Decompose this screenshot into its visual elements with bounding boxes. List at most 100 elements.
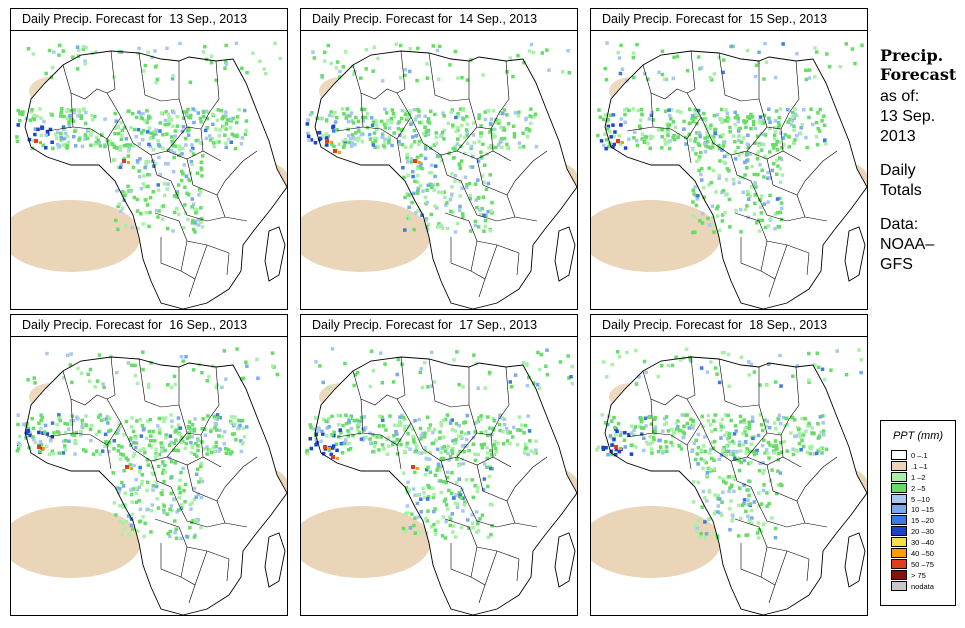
precip-cell xyxy=(502,108,507,112)
precip-cell xyxy=(719,424,724,429)
precip-cell xyxy=(743,160,747,165)
precip-cell xyxy=(403,449,407,454)
precip-cell xyxy=(337,142,341,146)
precip-cell xyxy=(448,421,453,425)
precip-cell xyxy=(380,443,385,447)
precip-cell xyxy=(405,192,409,196)
precip-cell xyxy=(732,456,737,461)
precip-cell xyxy=(438,134,443,138)
precip-cell xyxy=(493,439,497,444)
precip-cell xyxy=(791,115,795,120)
precip-cell xyxy=(442,444,446,449)
precip-cell xyxy=(522,61,526,65)
precip-cell xyxy=(326,43,331,48)
precip-cell xyxy=(720,213,725,217)
precip-cell xyxy=(792,124,796,128)
precip-cell xyxy=(726,413,730,418)
precip-cell xyxy=(183,500,187,504)
legend-item: 2 –5 xyxy=(881,482,955,494)
precip-cell xyxy=(170,424,174,429)
precip-cell xyxy=(228,125,233,130)
precip-cell xyxy=(473,452,477,456)
precip-cell xyxy=(712,458,716,462)
precip-cell xyxy=(455,505,460,510)
precip-cell xyxy=(275,372,280,377)
precip-cell xyxy=(717,176,721,181)
precip-cell xyxy=(62,136,67,141)
precip-cell xyxy=(450,491,454,495)
precip-cell xyxy=(693,185,697,189)
precip-cell xyxy=(643,135,648,139)
precip-cell xyxy=(408,47,412,51)
precip-cell xyxy=(479,134,483,139)
precip-cell xyxy=(474,198,478,202)
country-border xyxy=(746,150,802,162)
precip-cell xyxy=(17,434,22,439)
precip-cell xyxy=(218,428,222,433)
precip-cell xyxy=(161,448,166,453)
precip-cell xyxy=(691,200,695,204)
precip-cell xyxy=(241,376,246,381)
precip-cell xyxy=(723,413,728,417)
precip-cell xyxy=(442,480,446,484)
precip-cell xyxy=(455,350,459,354)
precip-cell xyxy=(450,448,454,453)
precip-cell xyxy=(146,419,150,423)
precip-cell xyxy=(224,127,228,131)
precip-cell xyxy=(528,439,532,443)
precip-cell xyxy=(131,165,136,170)
precip-cell xyxy=(383,362,387,366)
precip-cell xyxy=(146,463,150,467)
country-border xyxy=(468,198,516,222)
precip-cell xyxy=(397,419,402,424)
precip-cell xyxy=(497,143,501,147)
precip-cell xyxy=(124,519,129,524)
precip-cell xyxy=(488,130,492,134)
precip-cell xyxy=(324,132,328,136)
precip-cell xyxy=(87,379,92,383)
legend-item: 30 –40 xyxy=(881,537,955,548)
precip-cell xyxy=(610,419,614,424)
precip-cell xyxy=(471,436,476,440)
precip-cell xyxy=(138,465,142,470)
precip-cell xyxy=(72,433,76,437)
precip-cell xyxy=(389,120,394,125)
precip-cell xyxy=(244,360,248,364)
precip-cell xyxy=(58,418,62,423)
precip-cell xyxy=(118,165,123,170)
precip-cell xyxy=(105,417,109,421)
precip-cell xyxy=(169,459,174,464)
precip-cell xyxy=(178,478,182,482)
precip-cell xyxy=(602,360,606,364)
legend-swatch xyxy=(891,569,907,580)
precip-cell xyxy=(371,433,375,437)
precip-cell xyxy=(807,421,811,426)
precip-cell xyxy=(425,415,430,419)
precip-cell xyxy=(27,137,32,142)
precip-cell xyxy=(767,107,771,111)
precip-cell xyxy=(733,122,737,127)
precip-cell xyxy=(345,114,349,118)
precip-cell xyxy=(744,125,748,130)
precip-cell xyxy=(778,471,783,475)
precip-cell xyxy=(90,423,94,428)
precip-cell xyxy=(704,532,709,536)
precip-cell xyxy=(809,446,813,451)
precip-cell xyxy=(451,156,456,160)
precip-cell xyxy=(663,417,667,421)
precip-cell xyxy=(333,120,338,124)
precip-map xyxy=(590,30,868,310)
precip-cell xyxy=(309,425,313,430)
precip-cell xyxy=(308,113,313,117)
precip-cell xyxy=(324,136,329,140)
precip-cell xyxy=(703,141,707,146)
precip-cell xyxy=(431,430,435,435)
precip-cell xyxy=(196,223,201,227)
precip-cell xyxy=(691,148,695,152)
country-border xyxy=(450,237,478,272)
precip-cell xyxy=(195,207,199,212)
precip-cell xyxy=(476,225,481,229)
precip-cell xyxy=(623,120,627,124)
precip-cell xyxy=(694,457,698,462)
precip-cell xyxy=(32,113,36,118)
